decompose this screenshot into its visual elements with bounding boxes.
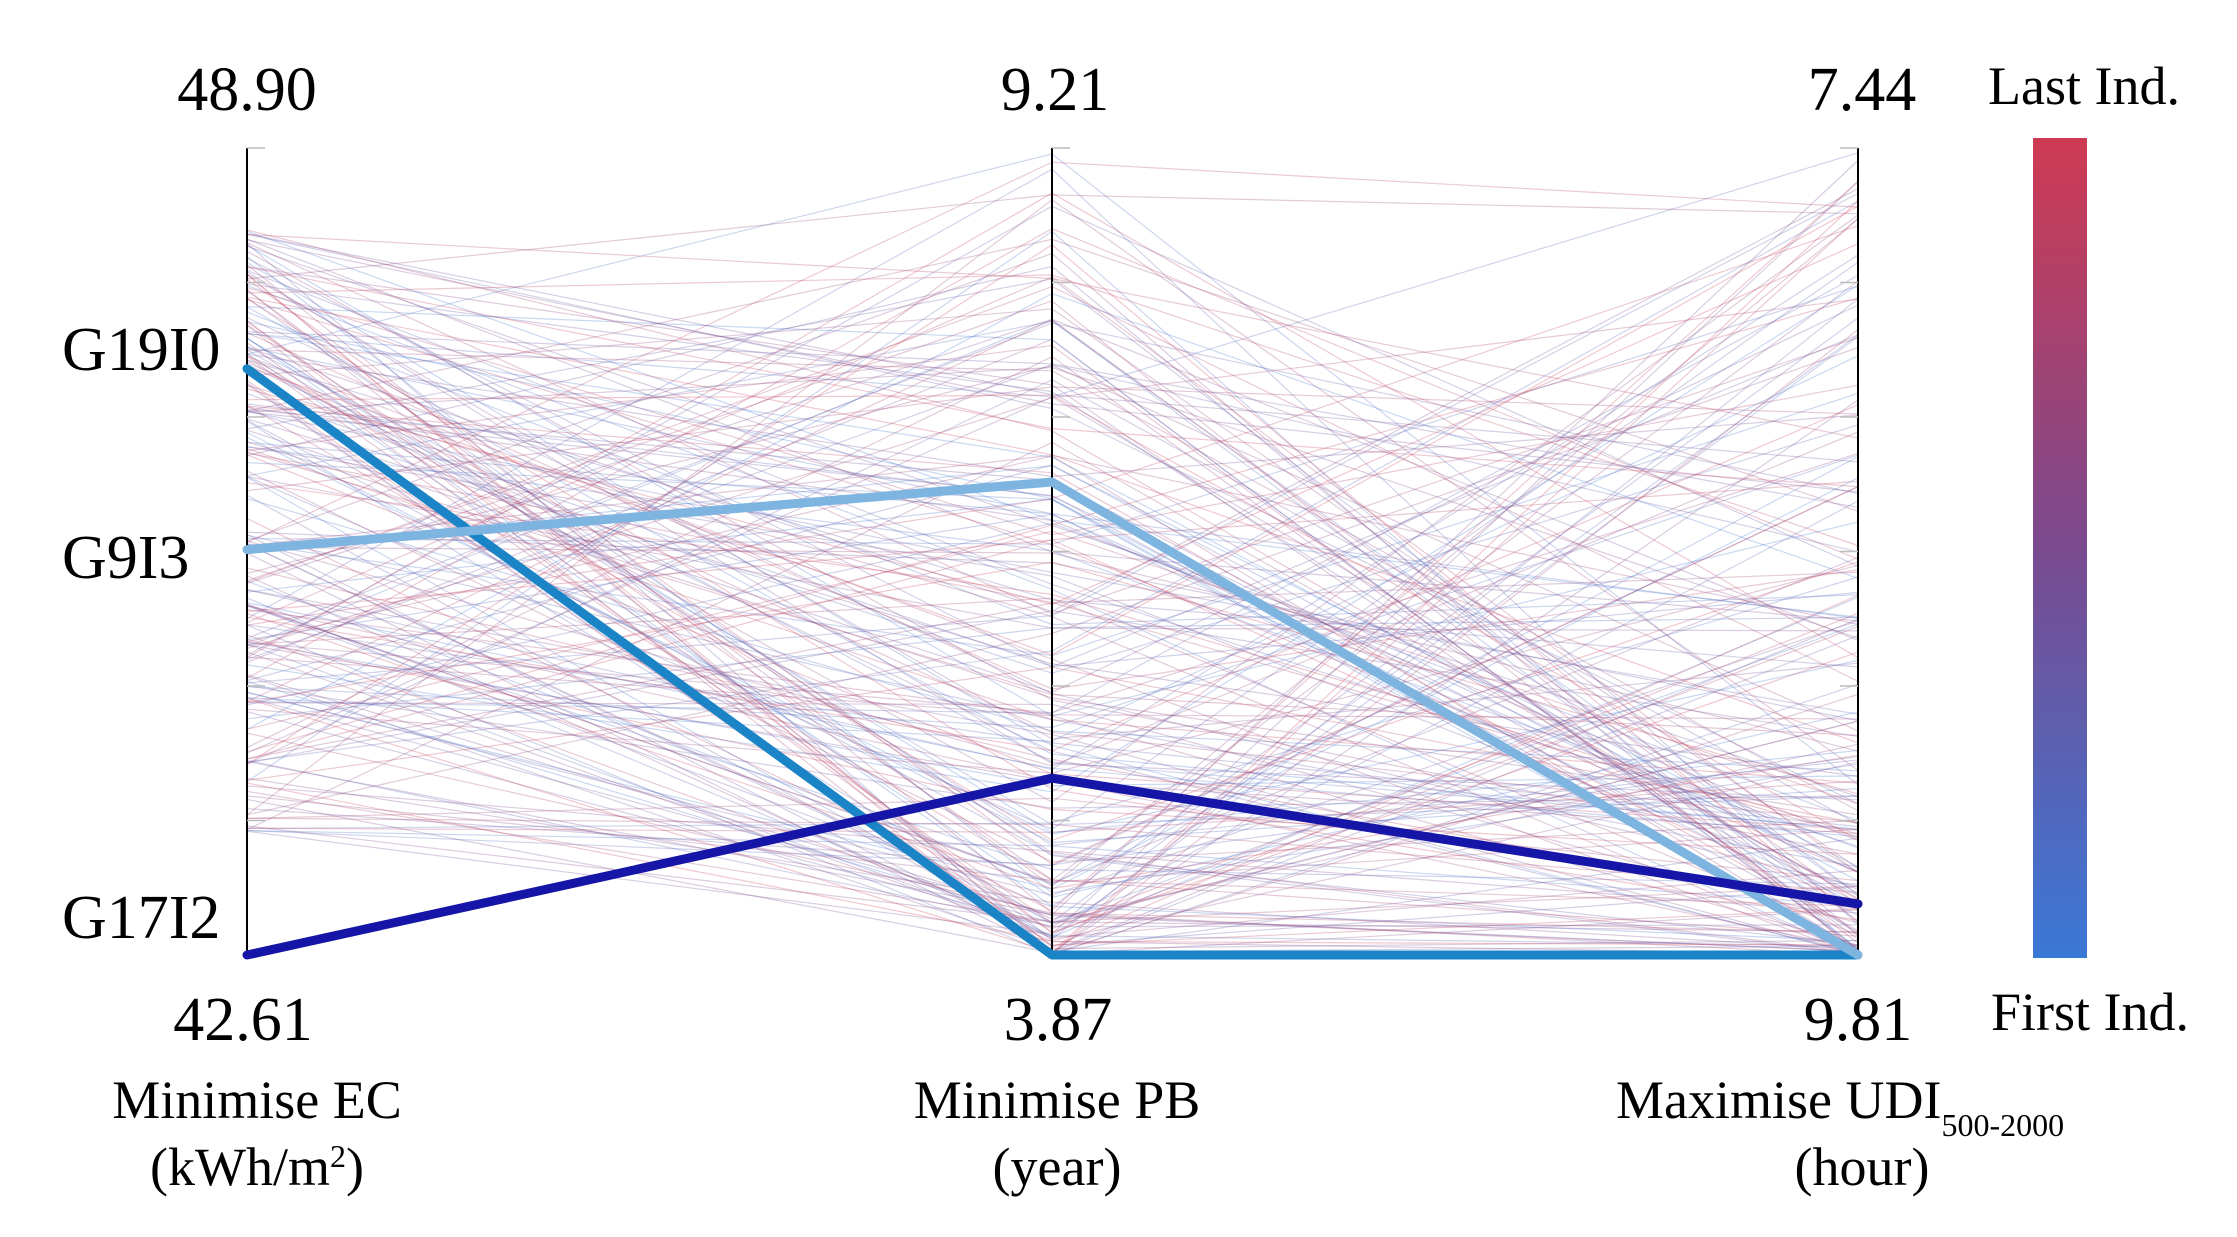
colorbar-top-label: Last Ind. <box>1988 56 2180 116</box>
colorbar-bottom-label: First Ind. <box>1991 982 2189 1042</box>
udi-top-value: 7.44 <box>1808 56 1917 124</box>
ec-unit-sup: 2 <box>330 1138 346 1174</box>
highlighted-line-g17i2 <box>242 773 1863 960</box>
ec-top-value: 48.90 <box>177 56 317 124</box>
udi-axis-title: Maximise UDI500-2000 <box>1616 1070 2064 1143</box>
ec-bottom-value: 42.61 <box>173 986 313 1054</box>
udi-axis-unit: (hour) <box>1795 1137 1930 1197</box>
label-g17i2: G17I2 <box>62 884 220 952</box>
label-g19i0: G19I0 <box>62 316 220 384</box>
label-g9i3: G9I3 <box>62 524 189 592</box>
ec-axis-unit: (kWh/m2) <box>150 1137 364 1197</box>
ec-unit-base: (kWh/m <box>150 1137 330 1197</box>
highlighted-line-g19i0 <box>242 364 1863 960</box>
udi-title-subscript: 500-2000 <box>1941 1107 2064 1143</box>
pb-axis-unit: (year) <box>993 1137 1122 1197</box>
udi-title-main: Maximise UDI <box>1616 1070 1941 1130</box>
pb-top-value: 9.21 <box>1001 56 1110 124</box>
ec-unit-close: ) <box>346 1137 364 1197</box>
ec-axis-title: Minimise EC <box>112 1070 402 1130</box>
pb-bottom-value: 3.87 <box>1004 986 1113 1054</box>
highlighted-line-g9i3 <box>242 477 1863 960</box>
pb-axis-title: Minimise PB <box>914 1070 1201 1130</box>
udi-bottom-value: 9.81 <box>1804 986 1913 1054</box>
colorbar <box>2033 138 2087 958</box>
highlighted-solution-lines <box>242 364 1863 960</box>
